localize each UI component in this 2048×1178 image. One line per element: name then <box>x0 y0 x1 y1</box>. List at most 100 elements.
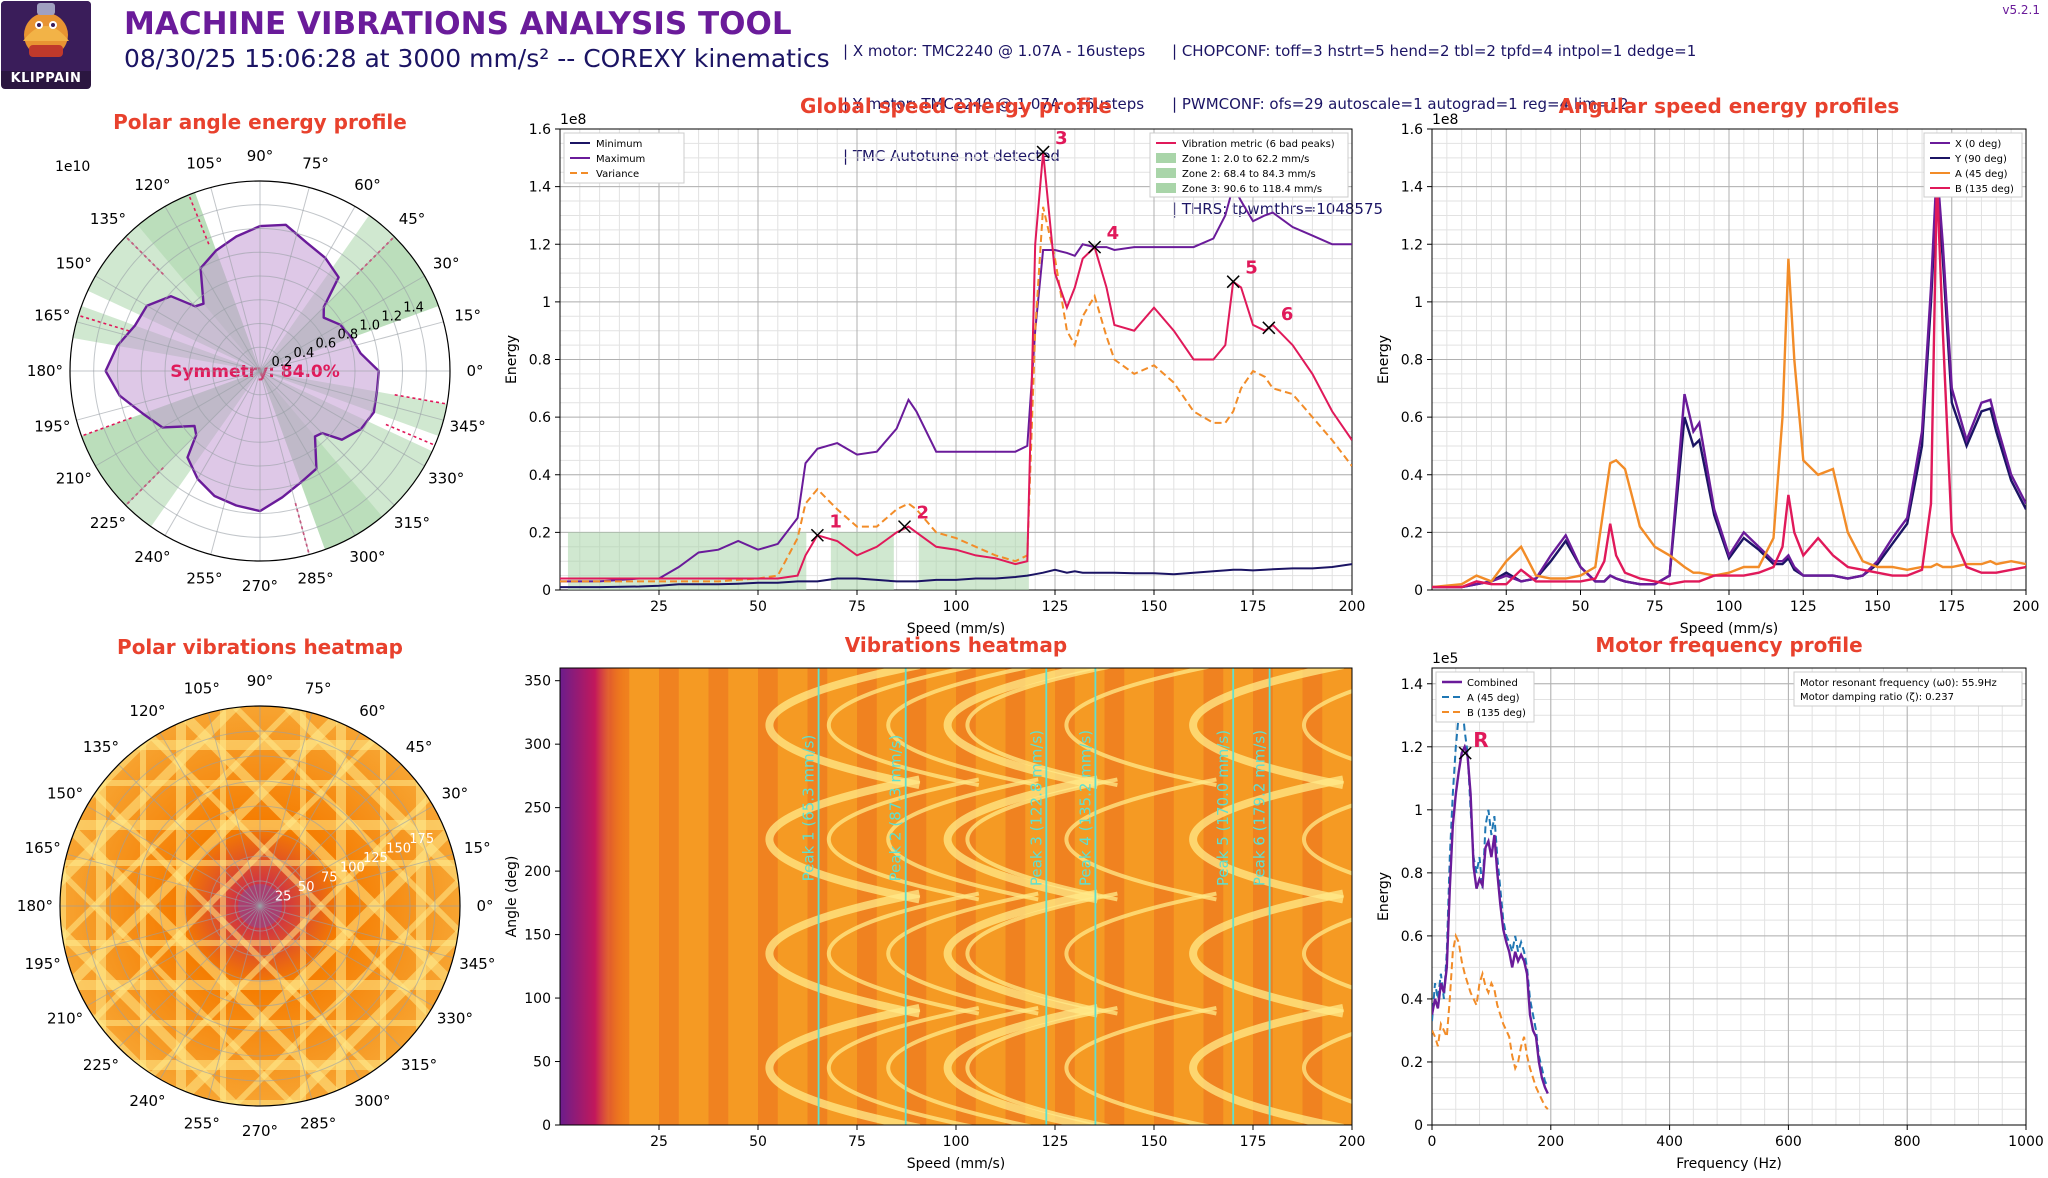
y-tick-label: 1.4 <box>1401 180 1423 196</box>
polar-heatmap-frame: 0° 15° 30° 45° 60° 75° 90° 105° 120° 135° 150° 165°… <box>17 635 495 1140</box>
motor-info-line: | Y motor: TMC2240 @ 1.07A - 16usteps <box>843 94 1145 113</box>
x-tick-label: 175 <box>1938 599 1965 615</box>
y-tick-label: 1.2 <box>529 237 551 253</box>
polar-angle-label: 255° <box>184 1114 220 1132</box>
x-tick-label: 75 <box>848 1134 866 1150</box>
global-plot-area <box>560 152 1352 590</box>
y-tick-label: 0.8 <box>529 353 551 369</box>
polar-angle-label: 225° <box>83 1056 119 1074</box>
polar-radial-label: 125 <box>363 851 388 866</box>
polar-angle-label: 240° <box>134 548 170 566</box>
polar-angle-label: 315° <box>401 1056 437 1074</box>
peak-marker <box>1226 275 1240 289</box>
polar-angle-label: 225° <box>90 514 126 532</box>
axis-scale-label: 1e8 <box>560 112 586 128</box>
polar-energy-frame: 0° 15° 30° 45° 60° 75° 90° 105° 120° 135° 150° 165°… <box>27 110 486 595</box>
polar-ring <box>159 805 361 1007</box>
polar-peak-line <box>188 194 210 245</box>
y-tick-label: 200 <box>524 864 551 880</box>
x-tick-label: 100 <box>943 1134 970 1150</box>
heatmap-arc <box>1443 1008 1593 1128</box>
peak-marker-stroke <box>897 520 912 534</box>
polar-radial-label: 1.2 <box>381 310 402 325</box>
polar-outer-frame <box>69 180 451 562</box>
y-tick-label: 1 <box>542 295 551 311</box>
polar-ring <box>134 780 386 1032</box>
heatmap-arc <box>1302 803 1352 876</box>
angular-legend: X (0 deg) Y (90 deg) A (45 deg) B (135 deg) <box>1923 132 2023 198</box>
polar-angle-label: 15° <box>464 839 491 857</box>
x-tick-label: 75 <box>1646 599 1664 615</box>
angular_speed-axes: 25 50 75 100 125 150 175 200 0 0.2 0.4 0.6 0.8 1 1.2 1.… <box>1376 94 2039 637</box>
axis-scale-label: 1e8 <box>1432 112 1458 128</box>
klippain-logo: KLIPPAIN <box>1 1 91 89</box>
x-tick-label: 400 <box>1656 1134 1683 1150</box>
x-tick-label: 200 <box>1339 1134 1366 1150</box>
motor-legend: Combined A (45 deg) B (135 deg) <box>1435 671 1535 723</box>
polar-angle-label: 150° <box>47 785 83 803</box>
polar-angle-label: 0° <box>466 362 483 380</box>
polar-angle-label: 180° <box>27 362 63 380</box>
peak-marker <box>1036 145 1050 159</box>
version-label: v5.2.1 <box>2002 3 2040 17</box>
legend-swatch <box>1156 183 1176 193</box>
motor-series-line <box>1432 743 1549 1095</box>
peak-marker <box>1088 240 1102 254</box>
heatmap-band <box>857 668 877 1125</box>
y-tick-label: 0.4 <box>1401 468 1423 484</box>
y-tick-label: 100 <box>524 991 551 1007</box>
heatmap-arc <box>765 668 921 790</box>
polar-peak-line <box>78 314 130 332</box>
heatmap-arc <box>886 668 1039 788</box>
polar-angle-label: 120° <box>134 176 170 194</box>
y-tick-label: 1 <box>1414 295 1423 311</box>
peak-marker-stroke <box>1036 145 1050 159</box>
polar-ring <box>235 346 285 396</box>
heatmap-band <box>708 668 729 1125</box>
heatmap-band <box>659 668 679 1125</box>
polar-angle-label: 345° <box>450 418 486 436</box>
y-tick-label: 1.4 <box>529 180 551 196</box>
x-tick-label: 0 <box>1428 1134 1437 1150</box>
y-tick-label: 0.2 <box>1401 525 1423 541</box>
heatmap-arc <box>943 775 1099 904</box>
plot-frame <box>1431 667 2027 1126</box>
axis-scale-label: 1e5 <box>1432 651 1458 667</box>
x-axis-label: Speed (mm/s) <box>1680 621 1779 637</box>
motor-info-entry: Motor damping ratio (ζ): 0.237 <box>1800 692 1954 703</box>
angular-series-line <box>1432 258 2026 589</box>
legend-entry: Maximum <box>596 154 645 165</box>
heatmap-arc <box>765 1003 921 1125</box>
polar-outer-frame <box>59 705 461 1107</box>
chart-title: Global speed energy profile <box>800 94 1112 118</box>
peak-label: 1 <box>829 511 842 532</box>
polar-angle-label: 75° <box>302 154 329 172</box>
peak-marker-stroke <box>810 528 824 542</box>
y-tick-label: 350 <box>524 674 551 690</box>
y-tick-label: 0 <box>1414 1118 1423 1134</box>
y-tick-label: 0 <box>542 1118 551 1134</box>
y-tick-label: 0.8 <box>1401 866 1423 882</box>
x-axis-label: Speed (mm/s) <box>907 1156 1006 1172</box>
x-tick-label: 175 <box>1240 1134 1267 1150</box>
polar-ring <box>209 855 311 957</box>
series-line-minimum <box>560 563 1352 589</box>
polar-angle-label: 105° <box>184 680 220 698</box>
polar-radial-label: 50 <box>298 880 315 895</box>
heatmap-arc <box>1302 689 1352 762</box>
heatmap-arc <box>765 889 921 1018</box>
heatmap-arc <box>943 668 1099 790</box>
polar-heatmap-area <box>60 646 466 1166</box>
peak-label: 4 <box>1107 223 1120 244</box>
chart-title: Polar vibrations heatmap <box>117 635 403 659</box>
legend-entry: Vibration metric (6 bad peaks) <box>1182 139 1335 150</box>
polar-ring <box>184 830 336 982</box>
polar-angle-label: 330° <box>437 1010 473 1028</box>
motor-series-line <box>1432 932 1549 1110</box>
x-tick-label: 50 <box>749 599 767 615</box>
y-tick-label: 0.8 <box>1401 353 1423 369</box>
polar-heatmap-band <box>460 646 466 1166</box>
polar-angle-label: 195° <box>34 418 70 436</box>
x-tick-label: 75 <box>848 599 866 615</box>
y-tick-label: 1.2 <box>1401 740 1423 756</box>
